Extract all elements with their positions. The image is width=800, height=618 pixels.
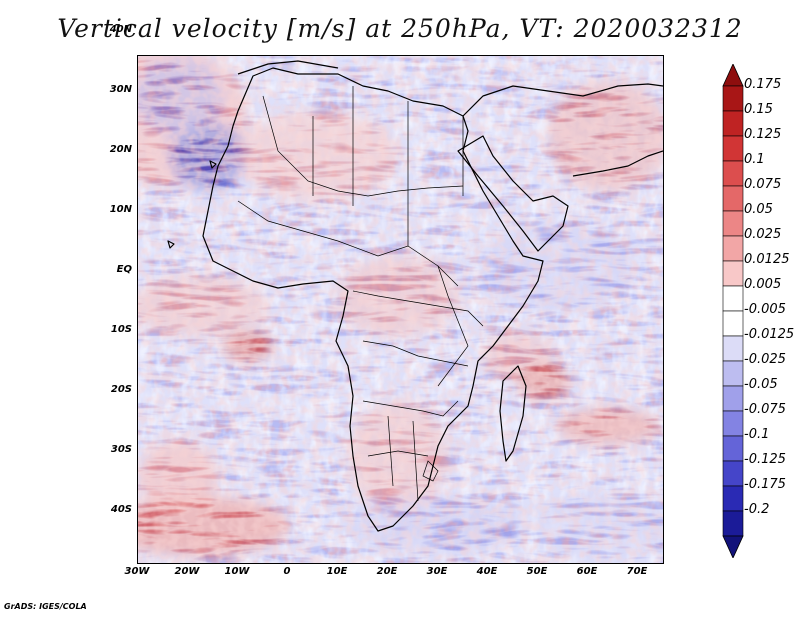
lat-label-30n: 30N [109,84,132,95]
colorbar-level-label: 0.05 [744,202,773,217]
vertical-velocity-map [137,55,664,564]
colorbar-cell [722,460,744,487]
colorbar-cell [722,510,744,537]
colorbar-level-label: -0.025 [744,352,786,367]
colorbar-cell [722,235,744,262]
colorbar-cell [722,435,744,462]
border-north-africa [312,86,464,246]
lon-label-30e: 30E [426,566,448,577]
madagascar-coastline [499,365,527,462]
lat-label-eq: EQ [116,264,132,275]
white-streaks-layer [138,56,663,563]
border-southern [362,400,459,417]
colorbar-cell [722,285,744,312]
border-south-africa [367,415,429,502]
colorbar-level-label: -0.0125 [744,327,795,342]
lat-label-10s: 10S [110,324,132,335]
colorbar-level-label: -0.175 [744,477,786,492]
colorbar-level-label: -0.005 [744,302,786,317]
lon-label-30w: 30W [124,566,150,577]
lesotho [422,460,439,482]
colorbar [722,64,744,558]
lon-label-10e: 10E [326,566,348,577]
colorbar-cell [722,160,744,187]
colorbar-cell [722,185,744,212]
colorbar-level-label: -0.125 [744,452,786,467]
lon-label-10w: 10W [224,566,250,577]
colorbar-level-label: 0.005 [744,277,782,292]
colorbar-cell [722,110,744,137]
middle-east-coast [462,83,663,117]
lat-label-40s: 40S [110,504,132,515]
lon-label-40e: 40E [476,566,498,577]
lon-label-20w: 20W [174,566,200,577]
colorbar-level-label: -0.1 [744,427,770,442]
colorbar-level-label: -0.05 [744,377,778,392]
iran-coast [572,150,663,177]
border-congo [362,340,469,367]
colorbar-level-label: 0.025 [744,227,782,242]
lon-label-50e: 50E [526,566,548,577]
colorbar-level-label: 0.125 [744,127,782,142]
colorbar-cell [722,335,744,362]
colorbar-cell [722,210,744,237]
colorbar-level-label: 0.0125 [744,252,790,267]
europe-coast [237,60,339,75]
colorbar-cells [722,64,744,558]
lon-label-20e: 20E [376,566,398,577]
lat-label-10n: 10N [109,204,132,215]
map-title: Vertical velocity [m/s] at 250hPa, VT: 2… [57,14,743,43]
colorbar-level-label: 0.15 [744,102,773,117]
colorbar-cell [722,260,744,287]
colorbar-cell [722,410,744,437]
border-central [352,290,484,327]
cape-verde [167,240,175,249]
colorbar-level-label: -0.075 [744,402,786,417]
colorbar-cell [722,360,744,387]
colorbar-cell [722,485,744,512]
colorbar-cell [722,85,744,112]
colorbar-level-label: 0.175 [744,77,782,92]
lat-label-30s: 30S [110,444,132,455]
lat-label-20s: 20S [110,384,132,395]
colorbar-top-arrow [722,64,744,87]
lon-label-60e: 60E [576,566,598,577]
lat-label-40n: 40N [109,24,132,35]
colorbar-bottom-arrow [722,535,744,558]
colorbar-cell [722,310,744,337]
country-borders [237,86,484,502]
colorbar-cell [722,385,744,412]
map-canvas [138,56,663,563]
colorbar-level-label: -0.2 [744,502,770,517]
canary-islands [209,160,217,169]
arabian-peninsula [457,135,569,252]
border-east [437,265,469,387]
lon-label-0: 0 [283,566,291,577]
lat-label-20n: 20N [109,144,132,155]
grads-credit: GrADS: IGES/COLA [4,602,87,611]
colorbar-level-label: 0.1 [744,152,765,167]
colorbar-level-label: 0.075 [744,177,782,192]
colorbar-cell [722,135,744,162]
border-sahel [237,200,459,287]
lon-label-70e: 70E [626,566,648,577]
